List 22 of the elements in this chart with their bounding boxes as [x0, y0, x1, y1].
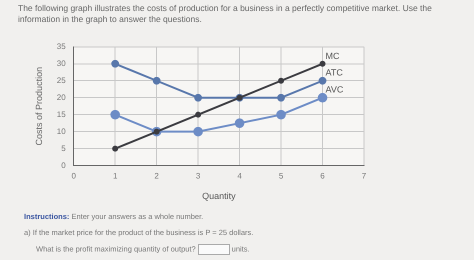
y-tick-label: 20	[56, 92, 66, 102]
y-tick-label: 35	[56, 42, 66, 52]
x-tick-label: 5	[278, 172, 284, 181]
series-label: MC	[326, 50, 340, 61]
x-tick-label: 1	[112, 172, 118, 181]
series-label: AVC	[326, 84, 344, 95]
series-label: ATC	[326, 68, 344, 78]
y-tick-label: 5	[61, 144, 66, 153]
x-tick-label: 3	[196, 172, 201, 181]
x-tick-label: 0	[71, 172, 76, 181]
x-tick-label: 4	[237, 172, 242, 181]
y-tick-label: 0	[61, 160, 66, 170]
y-axis-title: Costs of Production	[34, 66, 44, 146]
y-tick-label: 30	[56, 58, 66, 68]
x-tick-label: 2	[154, 172, 160, 181]
y-tick-label: 25	[56, 76, 66, 85]
x-tick-label: 7	[362, 172, 367, 181]
x-axis-title: Quantity	[202, 191, 236, 202]
x-tick-label: 6	[320, 172, 326, 181]
y-tick-label: 15	[56, 110, 66, 119]
chart-title: The following graph illustrates the costs of production for a business in a perfectly competitive market. Use the information in the graph to answer the questions.	[18, 3, 433, 25]
y-tick-label: 10	[56, 126, 66, 136]
